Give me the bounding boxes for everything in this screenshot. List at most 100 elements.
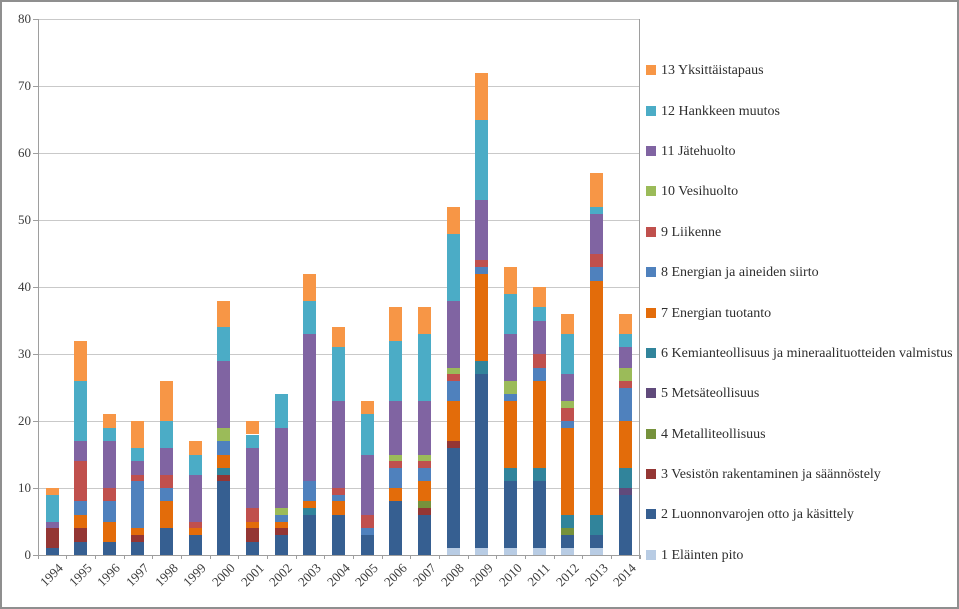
bar-segment xyxy=(160,421,174,448)
legend-swatch xyxy=(646,388,656,398)
bar-segment xyxy=(160,488,174,502)
bar-segment xyxy=(332,327,346,348)
legend-swatch xyxy=(646,186,656,196)
legend-label: 13 Yksittäistapaus xyxy=(661,63,764,78)
bar-segment xyxy=(360,454,374,515)
gridline xyxy=(38,86,639,88)
legend-item: 13 Yksittäistapaus xyxy=(646,61,957,80)
y-axis-label: 60 xyxy=(18,145,31,161)
legend-item: 1 Eläinten pito xyxy=(646,546,957,565)
bar-segment xyxy=(532,481,546,549)
bar-segment xyxy=(475,548,489,555)
bar-segment xyxy=(475,260,489,268)
bar-segment xyxy=(590,534,604,549)
legend-swatch xyxy=(646,267,656,277)
bar-segment xyxy=(446,441,460,448)
bar-segment xyxy=(217,474,231,482)
bar-segment xyxy=(418,481,432,502)
bar-segment xyxy=(102,441,116,489)
bar-segment xyxy=(74,541,88,555)
x-axis-tick xyxy=(381,555,383,559)
legend-label: 7 Energian tuotanto xyxy=(661,306,772,321)
x-axis-tick xyxy=(94,555,96,559)
x-axis-tick xyxy=(123,555,125,559)
bar-segment xyxy=(532,367,546,381)
bar-segment xyxy=(160,447,174,475)
y-axis-tick xyxy=(33,421,38,423)
legend-swatch xyxy=(646,308,656,318)
bar-segment xyxy=(360,414,374,455)
bar-segment xyxy=(160,501,174,529)
bar-segment xyxy=(102,414,116,428)
legend-item: 3 Vesistön rakentaminen ja säännöstely xyxy=(646,465,957,484)
plot-right-border xyxy=(639,19,640,559)
bar-segment xyxy=(618,421,632,468)
y-axis-label: 10 xyxy=(18,480,31,496)
legend-swatch xyxy=(646,429,656,439)
bar-segment xyxy=(618,380,632,388)
legend-swatch xyxy=(646,146,656,156)
bar-segment xyxy=(303,501,317,509)
bar-segment xyxy=(102,501,116,522)
y-axis-tick xyxy=(33,19,38,21)
legend-item: 5 Metsäteollisuus xyxy=(646,384,957,403)
bar-segment xyxy=(418,467,432,482)
bar-segment xyxy=(246,528,260,542)
bar-segment xyxy=(188,474,202,522)
bar-segment xyxy=(303,300,317,335)
legend-item: 8 Energian ja aineiden siirto xyxy=(646,263,957,282)
bar-segment xyxy=(590,548,604,555)
bar-segment xyxy=(446,447,460,549)
y-axis-label: 0 xyxy=(24,547,32,562)
bar-segment xyxy=(131,528,145,535)
bar-segment xyxy=(188,441,202,455)
legend-label: 6 Kemianteollisuus ja mineraalituotteide… xyxy=(661,346,953,361)
bar-segment xyxy=(532,548,546,555)
bar-segment xyxy=(74,340,88,381)
legend-item: 11 Jätehuolto xyxy=(646,142,957,161)
bar-segment xyxy=(532,380,546,468)
bar-segment xyxy=(561,401,575,408)
bar-segment xyxy=(418,334,432,402)
bar-segment xyxy=(618,467,632,489)
bar-segment xyxy=(504,394,518,402)
bar-segment xyxy=(45,488,59,495)
bar-segment xyxy=(532,287,546,308)
bar-segment xyxy=(446,367,460,375)
legend-label: 4 Metalliteollisuus xyxy=(661,427,766,442)
x-axis-tick xyxy=(66,555,68,559)
bar-segment xyxy=(332,347,346,402)
bar-segment xyxy=(74,441,88,462)
y-axis-tick xyxy=(33,354,38,356)
bar-segment xyxy=(418,307,432,335)
bar-segment xyxy=(532,354,546,368)
bar-segment xyxy=(504,380,518,395)
bar-segment xyxy=(590,267,604,281)
bar-segment xyxy=(45,521,59,529)
bar-segment xyxy=(446,206,460,234)
bar-segment xyxy=(303,481,317,502)
bar-segment xyxy=(274,514,288,522)
x-axis-tick xyxy=(639,555,641,559)
legend-label: 3 Vesistön rakentaminen ja säännöstely xyxy=(661,467,881,482)
bar-segment xyxy=(303,334,317,482)
legend-swatch xyxy=(646,550,656,560)
bar-segment xyxy=(303,273,317,301)
bar-segment xyxy=(561,427,575,515)
x-axis-tick xyxy=(238,555,240,559)
legend-swatch xyxy=(646,65,656,75)
bar-segment xyxy=(418,514,432,555)
bar-segment xyxy=(217,360,231,428)
x-axis-tick xyxy=(209,555,211,559)
x-axis-tick xyxy=(152,555,154,559)
legend-swatch xyxy=(646,509,656,519)
bar-segment xyxy=(188,534,202,555)
bar-segment xyxy=(389,461,403,468)
bar-segment xyxy=(418,501,432,509)
bar-segment xyxy=(188,454,202,475)
bar-segment xyxy=(561,528,575,535)
gridline xyxy=(38,287,639,289)
bar-segment xyxy=(475,200,489,261)
x-axis-tick xyxy=(410,555,412,559)
x-axis-tick xyxy=(180,555,182,559)
